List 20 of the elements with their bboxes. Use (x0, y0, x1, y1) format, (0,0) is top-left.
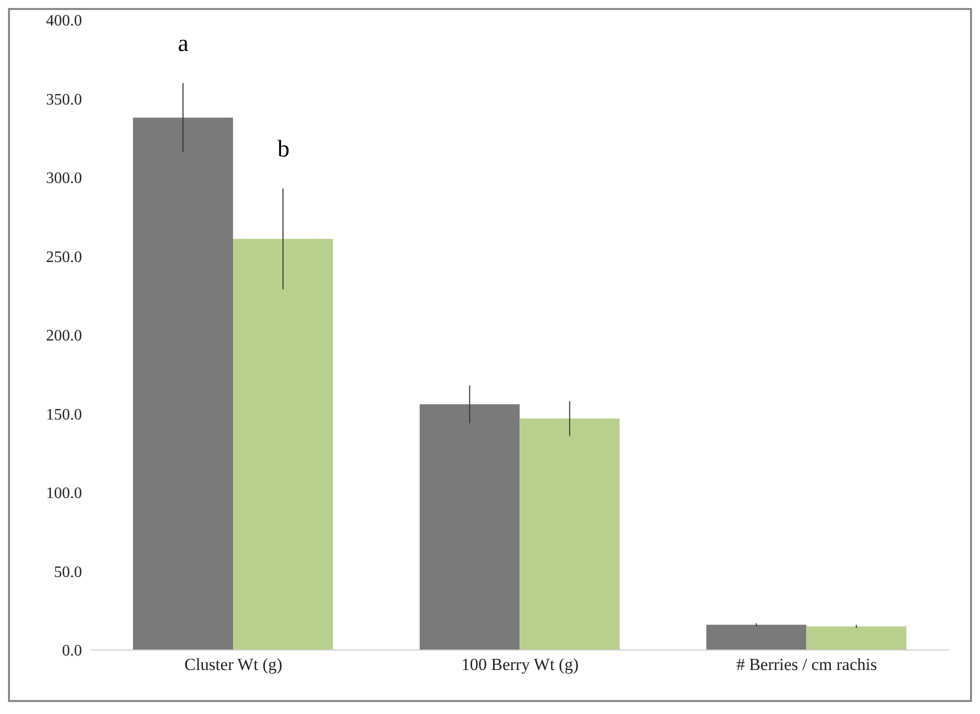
y-tick-label: 300.0 (46, 170, 82, 188)
y-tick-label: 200.0 (46, 328, 82, 345)
bar (420, 404, 520, 650)
bar (233, 238, 333, 650)
annotation: a (178, 31, 189, 57)
y-tick-label: 400.0 (46, 12, 82, 30)
bar (520, 418, 620, 650)
x-tick-label: 100 Berry Wt (g) (461, 655, 579, 674)
y-tick-label: 350.0 (46, 91, 82, 108)
bar (133, 118, 233, 650)
y-tick-label: 0.0 (62, 642, 82, 660)
y-tick-label: 150.0 (46, 406, 82, 424)
bar (806, 626, 906, 650)
y-tick-label: 100.0 (46, 485, 82, 502)
annotation: b (278, 136, 290, 163)
x-tick-label: # Berries / cm rachis (736, 655, 878, 674)
y-tick-label: 250.0 (46, 248, 82, 266)
y-tick-label: 50.0 (54, 564, 82, 581)
x-tick-label: Cluster Wt (g) (184, 655, 282, 674)
bar (706, 624, 806, 650)
